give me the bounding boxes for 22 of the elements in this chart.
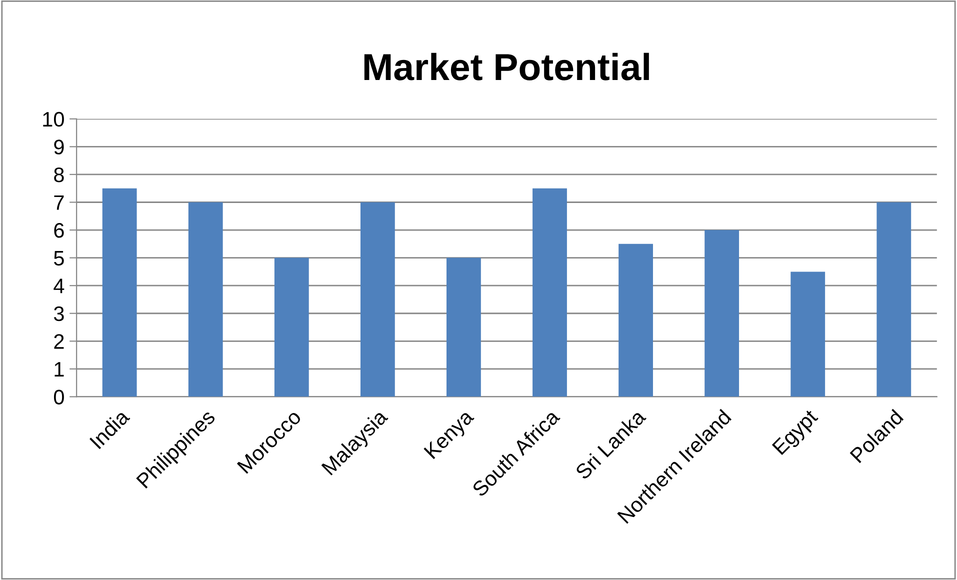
bar — [188, 202, 223, 397]
y-tick-label: 2 — [54, 334, 64, 349]
bar — [360, 202, 395, 397]
bar — [790, 272, 826, 397]
bar — [532, 188, 567, 397]
y-tick-label: 7 — [54, 195, 64, 210]
y-tick-label: 6 — [54, 223, 64, 238]
bar — [618, 244, 653, 397]
bar — [704, 230, 740, 397]
y-tick-label: 8 — [54, 167, 64, 182]
y-tick-label: 3 — [54, 306, 64, 322]
y-tick-label: 4 — [54, 278, 64, 294]
y-tick-label: 10 — [43, 112, 64, 127]
y-tick-label: 5 — [54, 251, 64, 266]
bar — [102, 188, 137, 397]
bar — [876, 202, 912, 397]
chart-title: Market Potential — [364, 52, 649, 80]
y-tick-label: 9 — [54, 140, 64, 154]
y-tick-label: 0 — [54, 390, 64, 404]
bar — [274, 258, 309, 397]
y-tick-label: 1 — [54, 362, 64, 376]
bar — [446, 258, 481, 397]
